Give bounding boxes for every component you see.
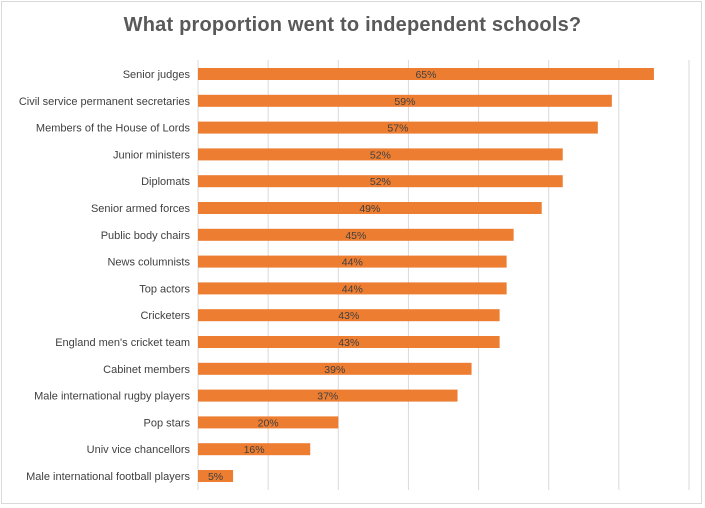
data-label: 45% xyxy=(345,230,366,242)
bar xyxy=(198,336,500,348)
category-label: Junior ministers xyxy=(113,149,191,161)
data-label: 59% xyxy=(394,96,415,108)
bar xyxy=(198,94,612,107)
data-label: 43% xyxy=(338,310,359,322)
category-label: Senior judges xyxy=(123,69,191,81)
bar xyxy=(198,362,472,375)
category-label: Senior armed forces xyxy=(91,203,191,215)
category-label: Civil service permanent secretaries xyxy=(19,96,191,108)
category-label: Diplomats xyxy=(141,176,190,188)
data-label: 52% xyxy=(370,176,391,188)
data-label: 39% xyxy=(324,364,345,376)
data-label: 44% xyxy=(342,257,363,269)
bar xyxy=(198,470,234,482)
chart-title: What proportion went to independent scho… xyxy=(123,14,582,36)
category-label: Male international rugby players xyxy=(34,391,190,403)
category-label: Top actors xyxy=(139,283,190,295)
bar xyxy=(198,175,563,188)
data-label: 20% xyxy=(258,417,279,429)
data-label: 37% xyxy=(317,391,338,403)
bar xyxy=(198,255,507,268)
data-label: 16% xyxy=(244,444,265,456)
bar xyxy=(198,68,654,80)
bar xyxy=(198,121,598,134)
data-label: 52% xyxy=(370,149,391,161)
category-label: Members of the House of Lords xyxy=(36,123,191,135)
data-label: 49% xyxy=(359,203,380,215)
bar xyxy=(198,228,514,241)
data-label: 43% xyxy=(338,337,359,349)
bar xyxy=(198,416,339,429)
category-label: England men's cricket team xyxy=(55,337,190,349)
bar xyxy=(198,443,311,456)
bar xyxy=(198,309,500,322)
category-label: Male international football players xyxy=(26,471,190,483)
category-label: Cabinet members xyxy=(103,364,190,376)
data-label: 65% xyxy=(415,69,436,81)
bar xyxy=(198,389,458,402)
bar xyxy=(198,202,542,214)
data-label: 44% xyxy=(342,283,363,295)
data-label: 57% xyxy=(387,123,408,135)
category-label: Pop stars xyxy=(144,417,191,429)
data-label: 5% xyxy=(208,471,223,483)
category-label: News columnists xyxy=(107,257,190,269)
bar xyxy=(198,282,507,295)
bar xyxy=(198,148,563,161)
category-label: Cricketers xyxy=(140,310,190,322)
category-label: Univ vice chancellors xyxy=(87,444,191,456)
category-label: Public body chairs xyxy=(101,230,191,242)
